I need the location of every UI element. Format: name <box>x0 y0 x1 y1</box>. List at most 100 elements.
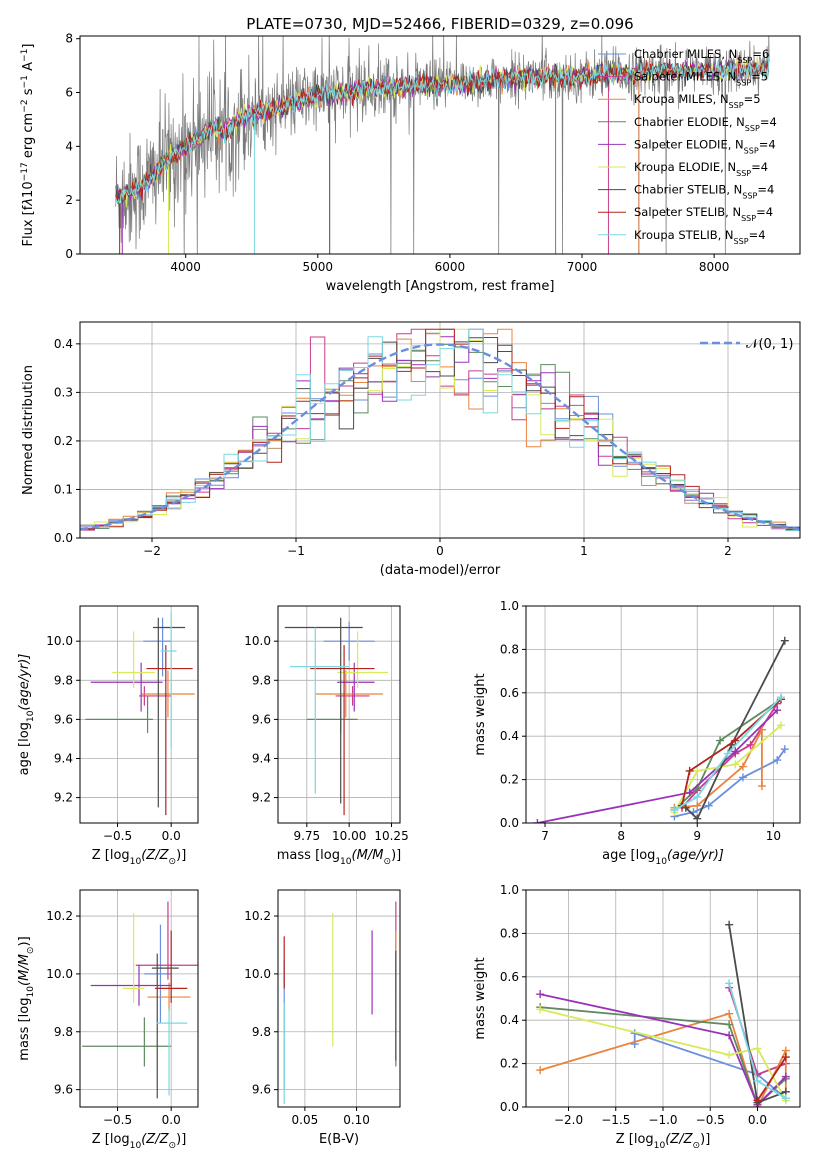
x-axis-label: age [log10(age/yr)] <box>602 848 724 867</box>
panel-spectrum: 4000 5000 6000 7000 8000 0 2 4 6 8 wavelength [Ang… <box>20 32 801 294</box>
weight-line <box>539 1012 787 1107</box>
weight-marker <box>753 1076 762 1085</box>
y-tick-label: 8 <box>65 32 73 46</box>
y-tick-label: 9.8 <box>252 673 271 687</box>
grid-lines <box>278 606 400 823</box>
weight-marker <box>685 766 694 775</box>
legend-entry: Chabrier STELIB, NSSP=4 <box>634 183 774 201</box>
x-tick-label: 7000 <box>567 260 598 274</box>
x-tick-label: −2.0 <box>554 1113 583 1127</box>
weight-line <box>673 696 782 811</box>
x-tick-label: 4000 <box>170 260 201 274</box>
data-point <box>82 1017 172 1067</box>
axes-frame <box>525 889 801 1108</box>
plot-area <box>536 920 790 1107</box>
plot-area <box>80 328 800 538</box>
data-point <box>143 617 172 677</box>
weight-marker <box>781 1072 790 1081</box>
weight-series <box>753 1053 790 1105</box>
data-point <box>85 695 153 734</box>
panel-Z-mass: −0.5 0.0 9.6 9.8 10.0 10.2 Z [log10(Z/Z⊙)] mass… <box>17 889 199 1151</box>
data-point <box>141 670 195 718</box>
axes-frame <box>277 889 401 1108</box>
data-point <box>90 965 172 1006</box>
data-point <box>122 913 145 1003</box>
x-tick-label: 8000 <box>699 260 730 274</box>
y-tick-label: 0.0 <box>500 1100 519 1114</box>
data-point <box>147 982 191 1012</box>
plot-area <box>533 636 789 823</box>
x-tick-label: 1 <box>580 544 588 558</box>
x-tick-label: 10 <box>766 829 781 843</box>
weight-series <box>670 725 766 812</box>
x-tick-label: 0.10 <box>343 1113 370 1127</box>
gaussian-legend-label: 𝒩(0, 1) <box>746 337 793 352</box>
y-axis-label: mass weight <box>473 957 488 1039</box>
y-tick-label: 1.0 <box>500 883 519 897</box>
weight-line <box>537 709 778 823</box>
y-tick-label: 0.8 <box>500 926 519 940</box>
weight-marker <box>725 920 734 929</box>
weight-marker <box>723 749 732 758</box>
weight-marker <box>773 706 782 715</box>
axes-frame <box>79 889 199 1108</box>
y-tick-label: 0.0 <box>500 816 519 830</box>
weight-marker <box>693 766 702 775</box>
y-axis-label: Normed distribution <box>21 365 36 495</box>
data-point <box>315 670 384 718</box>
observed-spectrum-line <box>115 36 770 254</box>
data-point <box>337 631 389 689</box>
x-tick-label: −2 <box>143 544 161 558</box>
y-tick-label: 0.4 <box>500 1013 519 1027</box>
data-point <box>112 631 156 689</box>
weight-marker <box>781 1053 790 1062</box>
y-tick-label: 0.2 <box>54 434 73 448</box>
x-tick-label: 9.75 <box>293 829 320 843</box>
model-spectrum-line <box>115 56 770 204</box>
weight-line <box>633 1031 787 1099</box>
x-tick-label: −0.5 <box>103 829 132 843</box>
data-point <box>310 645 375 816</box>
weight-marker <box>716 736 725 745</box>
weight-marker <box>685 788 694 797</box>
weight-marker <box>536 1066 545 1075</box>
data-point <box>284 617 363 804</box>
weight-marker <box>753 1096 762 1105</box>
legend-entry: Kroupa ELODIE, NSSP=4 <box>634 160 768 178</box>
data-point <box>160 611 177 749</box>
x-tick-label: −1 <box>287 544 305 558</box>
weight-marker <box>693 801 702 810</box>
y-tick-label: 9.2 <box>54 791 73 805</box>
x-axis-label: (data-model)/error <box>380 563 501 578</box>
weight-line <box>681 698 782 806</box>
x-tick-label: −0.5 <box>696 1113 725 1127</box>
y-tick-label: 9.8 <box>54 673 73 687</box>
x-tick-label: 6000 <box>435 260 466 274</box>
axes-frame <box>79 321 801 539</box>
y-tick-label: 6 <box>65 86 73 100</box>
weight-marker <box>757 782 766 791</box>
x-tick-label: 10.00 <box>332 829 366 843</box>
weight-marker <box>693 792 702 801</box>
weight-marker <box>725 1009 734 1018</box>
data-point <box>323 621 375 661</box>
x-tick-label: −1.0 <box>648 1113 677 1127</box>
data-point <box>306 695 358 734</box>
weight-marker <box>533 819 542 823</box>
y-tick-label: 9.6 <box>54 712 73 726</box>
panel-age-weight: 7 8 9 10 0.0 0.2 0.4 0.6 0.8 1.0 age [log10(age/yr… <box>473 599 801 867</box>
y-tick-label: 10.2 <box>46 909 73 923</box>
y-tick-label: 9.6 <box>252 1083 271 1097</box>
model-spectrum-line <box>115 54 770 201</box>
weight-marker <box>725 1020 734 1029</box>
y-tick-label: 0.3 <box>54 385 73 399</box>
weight-marker <box>738 762 747 771</box>
y-tick-label: 0.4 <box>54 337 73 351</box>
y-tick-label: 1.0 <box>500 599 519 613</box>
weight-marker <box>693 814 702 823</box>
weight-marker <box>704 801 713 810</box>
x-tick-label: −0.5 <box>103 1113 132 1127</box>
x-tick-label: 5000 <box>303 260 334 274</box>
axes-frame <box>79 35 801 255</box>
